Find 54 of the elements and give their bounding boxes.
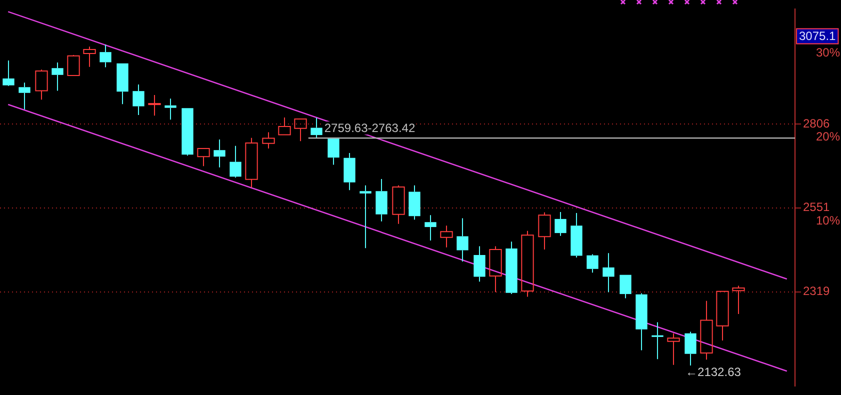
candlestick: [360, 184, 372, 249]
candlestick: [440, 225, 453, 248]
candlestick: [521, 230, 534, 298]
candlestick: [667, 332, 680, 366]
candlestick: [602, 252, 614, 293]
candlestick: [424, 214, 436, 242]
candlestick: [652, 322, 664, 360]
candlestick: [636, 292, 648, 351]
candlestick: [214, 139, 226, 168]
band-label: 2759.63-2763.42: [324, 120, 416, 135]
y-tick-label: 2806: [803, 116, 830, 130]
candlestick: [570, 212, 582, 258]
candlestick: [100, 44, 112, 68]
candlestick: [538, 212, 551, 250]
y-tick-label: 2551: [803, 200, 830, 214]
y2-tick-label: 30%: [816, 45, 840, 60]
candlestick: [392, 184, 405, 224]
candlestick: [554, 212, 566, 236]
candlestick: [294, 118, 307, 142]
candlestick: [262, 132, 275, 149]
candlestick: [278, 116, 291, 136]
candlestick: [408, 184, 420, 220]
text: 3075.1: [799, 29, 836, 44]
candlestick: [732, 285, 745, 315]
candlestick: [376, 178, 388, 222]
candlestick: [474, 246, 486, 282]
candlestick: [586, 254, 598, 274]
candlestick: [310, 117, 322, 138]
candlestick: [182, 108, 194, 156]
candlestick: [83, 46, 96, 68]
candlestick: [164, 98, 176, 120]
candlestick: [489, 246, 502, 293]
candlestick: [700, 300, 713, 360]
candlestick: [18, 82, 30, 110]
annotation: ←2132.63: [686, 364, 742, 379]
y2-tick-label: 10%: [816, 213, 840, 228]
candlestick: [344, 152, 356, 191]
y2-tick-label: 20%: [816, 129, 840, 144]
candlestick: [197, 148, 210, 167]
candlestick: [52, 62, 64, 92]
candlestick: [684, 331, 696, 366]
candlestick: [456, 218, 468, 262]
y-tick-label: 2319: [803, 284, 830, 298]
candlestick: [116, 63, 128, 105]
candlestick: [35, 69, 48, 100]
candlestick: [716, 290, 729, 342]
candlestick: [2, 60, 14, 86]
candlestick: [148, 94, 161, 116]
candlestick: [245, 137, 258, 188]
candlestick: [506, 241, 518, 295]
candlestick: [230, 145, 242, 178]
candlestick: [328, 138, 340, 166]
candlestick: [620, 274, 632, 299]
candlestick: [132, 84, 144, 116]
